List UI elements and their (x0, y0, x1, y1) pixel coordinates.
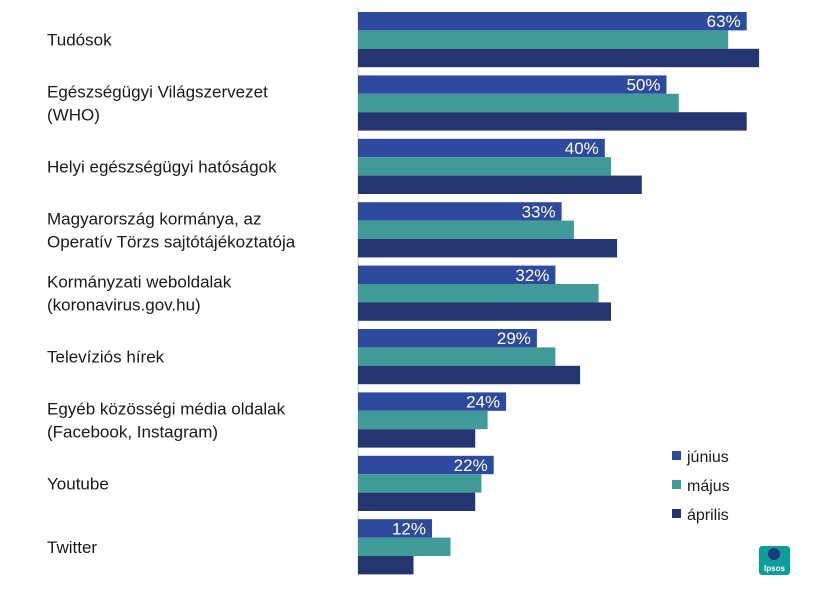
bar-május (358, 220, 574, 239)
category-label-line: (WHO) (47, 106, 100, 125)
bar-június (358, 265, 556, 284)
bar-június (358, 138, 605, 158)
bar-május (358, 474, 482, 493)
category-label: Helyi egészségügyi hatóságok (47, 157, 277, 176)
category-label-line: Helyi egészségügyi hatóságok (47, 157, 277, 176)
data-label: 33% (522, 202, 556, 221)
data-label: 12% (392, 519, 426, 538)
data-label: 22% (454, 456, 488, 475)
category-label-line: Kormányzati weboldalak (47, 273, 232, 292)
bar-április (358, 492, 476, 511)
bar-június (358, 75, 667, 94)
bar-április (358, 239, 618, 258)
bar-június (358, 202, 562, 221)
legend-swatch (672, 451, 681, 460)
bar-május (358, 347, 556, 366)
category-label: Egyéb közösségi média oldalak (Facebook, … (47, 400, 286, 442)
category-label-line: Egészségügyi Világszervezet (47, 83, 268, 102)
bar-április (358, 556, 414, 575)
bar-április (358, 112, 747, 131)
bar-június (358, 455, 494, 475)
bar-június (358, 392, 507, 411)
data-label: 63% (707, 12, 741, 31)
category-label: Egészségügyi Világszervezet (WHO) (47, 83, 268, 125)
data-label: 24% (466, 393, 500, 412)
logo-mark-icon (768, 548, 780, 560)
bar-május (358, 157, 611, 176)
legend-swatch (672, 480, 681, 489)
bar-június (358, 329, 537, 348)
bar-május (358, 30, 729, 49)
bar-június (358, 519, 432, 538)
data-label: 29% (497, 329, 531, 348)
category-label-line: Operatív Törzs sajtótájékoztatója (47, 232, 296, 251)
data-label: 50% (626, 76, 660, 95)
legend-label: április (687, 507, 729, 524)
category-label-line: Televíziós hírek (47, 348, 165, 367)
category-label: Youtube (47, 474, 109, 493)
legend-label: május (687, 478, 730, 495)
category-label-line: Egyéb közösségi média oldalak (47, 400, 286, 419)
category-label-line: Magyarország kormánya, az (47, 209, 261, 228)
legend-swatch (672, 509, 681, 518)
bar-május (358, 410, 488, 430)
bar-április (358, 302, 611, 321)
category-label: Televíziós hírek (47, 348, 165, 367)
category-label-line: Twitter (47, 538, 97, 557)
bar-május (358, 284, 599, 303)
logo-text: Ipsos (764, 564, 785, 573)
category-label: Twitter (47, 538, 97, 557)
bar-április (358, 429, 476, 448)
ipsos-logo: Ipsos (759, 546, 790, 575)
category-label: Tudósok (47, 31, 112, 50)
category-label: Magyarország kormánya, az Operatív Törzs … (47, 209, 296, 251)
bar-április (358, 48, 760, 68)
category-label: Kormányzati weboldalak (koronavirus.gov.h… (47, 273, 232, 315)
bar-április (358, 175, 642, 194)
bar-június (358, 12, 747, 31)
legend-label: június (686, 449, 729, 466)
category-label-line: Tudósok (47, 31, 112, 50)
category-label-line: Youtube (47, 474, 109, 493)
legend: június május április (672, 449, 730, 524)
data-label: 40% (565, 139, 599, 158)
data-label: 32% (515, 266, 549, 285)
bar-április (358, 365, 581, 385)
bar-május (358, 537, 451, 556)
category-label-line: (Facebook, Instagram) (47, 423, 218, 442)
category-label-line: (koronavirus.gov.hu) (47, 296, 201, 315)
bar-május (358, 93, 679, 113)
